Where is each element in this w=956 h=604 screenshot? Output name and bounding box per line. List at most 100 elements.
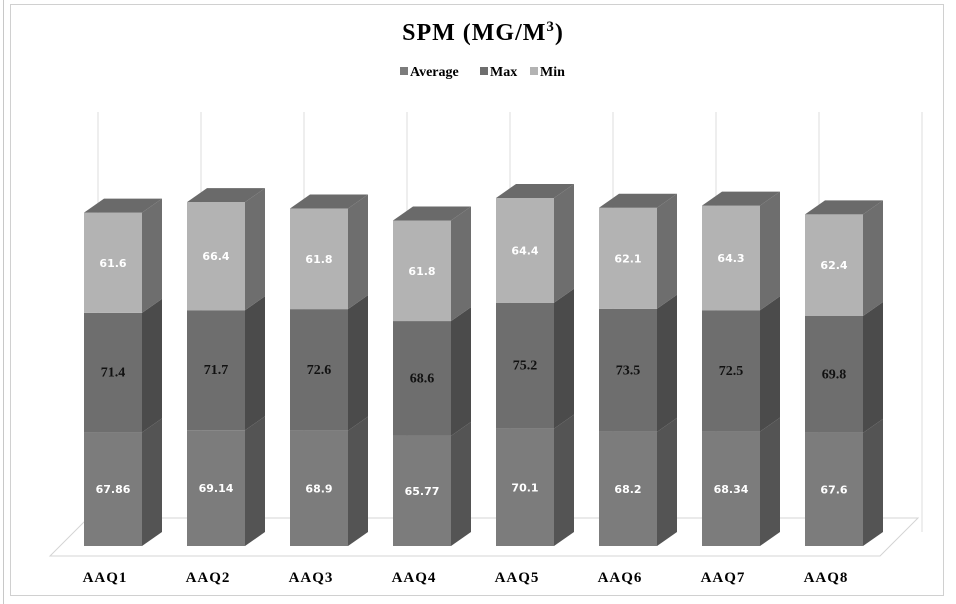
bar-top-aaq1 [84,198,162,213]
data-label-min-aaq3: 61.8 [305,253,332,266]
bar-segment-min-aaq2 [187,188,265,311]
data-label-min-aaq5: 64.4 [511,244,538,257]
bar-side [554,414,574,546]
bar-front [599,431,657,546]
bar-top-aaq4 [393,206,471,221]
bar-segment-average-aaq6 [599,417,677,546]
bar-front [805,214,863,316]
bar-front [393,321,451,436]
bars [84,183,883,546]
data-label-average-aaq8: 67.6 [820,483,847,496]
bar-side [245,296,265,431]
bar-front [599,308,657,432]
data-label-max-aaq2: 71.7 [204,363,229,378]
bar-segment-max-aaq4 [393,307,471,436]
bar-segment-max-aaq5 [496,288,574,429]
bar-side [657,294,677,432]
legend-label-average: Average [410,65,459,80]
data-label-max-aaq5: 75.2 [513,359,538,374]
data-labels: 67.86 71.4 61.6 69.14 71.7 66.4 68.9 72.6 61.8 65… [96,244,848,498]
bar-front [393,435,451,546]
bar-side [554,183,574,303]
bar-front [84,212,142,313]
legend: Average Max Min [400,65,565,80]
bar-segment-max-aaq2 [187,296,265,431]
left-edge-ruler [0,0,4,604]
bar-segment-max-aaq3 [290,295,368,431]
bar-front [805,315,863,433]
bar-front [805,432,863,546]
bar-front [393,220,451,322]
data-label-max-aaq1: 71.4 [101,366,126,381]
bar-side [451,307,471,436]
bar-segment-max-aaq6 [599,294,677,432]
legend-label-min: Min [540,65,565,80]
bar-segment-min-aaq8 [805,200,883,316]
bar-front [84,312,142,433]
bar-segment-max-aaq7 [702,296,780,432]
bar-segment-max-aaq8 [805,301,883,433]
data-label-min-aaq7: 64.3 [717,252,744,265]
bar-front [187,202,245,311]
bar-side [245,188,265,311]
bar-segment-min-aaq3 [290,194,368,310]
bar-front [84,432,142,546]
category-label-aaq1: AAQ1 [83,570,128,586]
data-label-max-aaq7: 72.5 [719,364,744,379]
category-label-aaq4: AAQ4 [392,570,437,586]
bar-side [142,198,162,313]
bar-top-aaq7 [702,191,780,206]
data-label-average-aaq7: 68.34 [714,483,749,496]
bar-top-aaq2 [187,188,265,203]
bar-side [863,301,883,433]
data-label-average-aaq5: 70.1 [511,481,538,494]
data-label-max-aaq3: 72.6 [307,363,332,378]
category-label-aaq7: AAQ7 [701,570,746,586]
legend-label-max: Max [490,65,517,80]
bar-front [187,310,245,431]
bar-segment-min-aaq7 [702,191,780,311]
bar-segment-average-aaq4 [393,421,471,546]
bar-segment-average-aaq5 [496,414,574,546]
data-label-average-aaq2: 69.14 [199,482,234,495]
bar-side [657,417,677,546]
bar-front [290,430,348,546]
bar-side [863,200,883,316]
bar-front [702,310,760,432]
data-label-average-aaq1: 67.86 [96,483,131,496]
bar-side [348,194,368,310]
bar-side [863,418,883,546]
bar-front [496,197,554,303]
data-label-min-aaq8: 62.4 [820,259,847,272]
bar-side [657,193,677,309]
bar-top-aaq3 [290,194,368,209]
bar-front [496,302,554,429]
category-label-aaq3: AAQ3 [289,570,334,586]
bar-side [451,206,471,322]
bar-side [760,191,780,311]
bar-front [187,430,245,546]
bar-front [496,428,554,546]
data-label-max-aaq6: 73.5 [616,363,641,378]
category-label-aaq5: AAQ5 [495,570,540,586]
bar-front [702,205,760,311]
bar-side [142,298,162,433]
bar-side [554,288,574,429]
legend-swatch-min [530,67,538,75]
bar-top-aaq6 [599,193,677,208]
bar-front [290,208,348,310]
chart-floor [48,517,920,557]
bar-top-aaq8 [805,200,883,215]
bar-segment-min-aaq4 [393,206,471,322]
bar-side [348,295,368,431]
bar-segment-min-aaq5 [496,183,574,303]
data-label-max-aaq4: 68.6 [410,371,435,386]
data-label-max-aaq8: 69.8 [822,367,847,382]
bar-side [348,416,368,546]
bar-side [760,417,780,546]
category-label-aaq2: AAQ2 [186,570,231,586]
category-label-aaq6: AAQ6 [598,570,643,586]
category-label-aaq8: AAQ8 [804,570,849,586]
bar-segment-min-aaq1 [84,198,162,313]
